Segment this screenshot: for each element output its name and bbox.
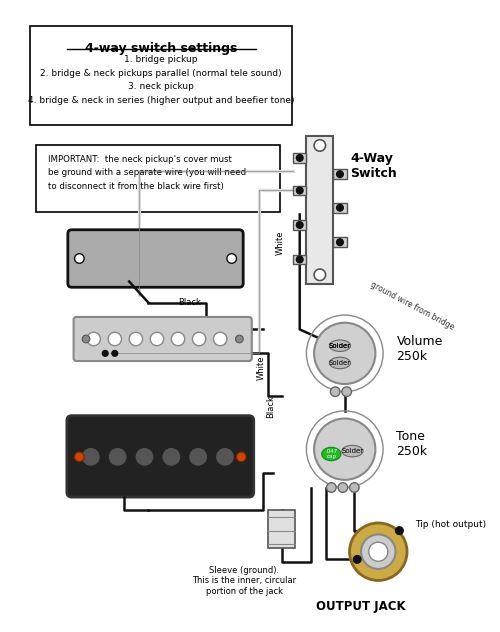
Text: Black: Black — [266, 394, 276, 418]
Text: Tip (hot output): Tip (hot output) — [414, 520, 486, 530]
Circle shape — [135, 447, 154, 466]
Text: 2. bridge & neck pickups parallel (normal tele sound): 2. bridge & neck pickups parallel (norma… — [40, 69, 282, 78]
Ellipse shape — [330, 357, 350, 368]
Text: 4. bridge & neck in series (higher output and beefier tone): 4. bridge & neck in series (higher outpu… — [28, 95, 294, 105]
Text: White: White — [276, 231, 285, 255]
Circle shape — [296, 187, 303, 194]
FancyBboxPatch shape — [74, 317, 252, 361]
Text: Solder: Solder — [329, 343, 351, 349]
Circle shape — [336, 171, 344, 178]
Circle shape — [314, 140, 326, 151]
Circle shape — [82, 447, 100, 466]
Circle shape — [108, 332, 122, 346]
Ellipse shape — [322, 447, 341, 461]
Circle shape — [354, 556, 361, 563]
Circle shape — [296, 222, 303, 228]
Bar — [334, 169, 346, 179]
Text: Black: Black — [178, 298, 201, 307]
Circle shape — [296, 256, 303, 263]
Bar — [293, 255, 306, 264]
Circle shape — [74, 253, 84, 264]
Circle shape — [236, 335, 243, 343]
Circle shape — [350, 523, 407, 580]
Circle shape — [87, 332, 101, 346]
Circle shape — [361, 535, 396, 569]
Circle shape — [236, 452, 246, 461]
Circle shape — [368, 542, 388, 561]
Circle shape — [227, 253, 236, 264]
Circle shape — [314, 323, 376, 384]
Text: Sleeve (ground).
This is the inner, circular
portion of the jack: Sleeve (ground). This is the inner, circ… — [192, 566, 296, 596]
Circle shape — [188, 447, 208, 466]
Circle shape — [326, 483, 336, 492]
Text: 3. neck pickup: 3. neck pickup — [128, 82, 194, 91]
Bar — [334, 203, 346, 212]
Circle shape — [314, 418, 376, 480]
Bar — [293, 220, 306, 230]
Circle shape — [296, 155, 303, 161]
Text: Tone
250k: Tone 250k — [396, 430, 428, 458]
Circle shape — [172, 332, 184, 346]
FancyBboxPatch shape — [67, 416, 254, 497]
Text: Solder: Solder — [329, 343, 351, 349]
Bar — [293, 153, 306, 162]
Circle shape — [82, 335, 90, 343]
Circle shape — [162, 447, 181, 466]
Circle shape — [336, 204, 344, 211]
Bar — [293, 186, 306, 195]
FancyBboxPatch shape — [68, 230, 243, 288]
Circle shape — [214, 332, 227, 346]
Circle shape — [342, 387, 351, 396]
Text: Volume
250k: Volume 250k — [396, 334, 443, 363]
Circle shape — [112, 351, 117, 356]
Text: 1. bridge pickup: 1. bridge pickup — [124, 56, 198, 64]
Text: White: White — [257, 355, 266, 380]
Circle shape — [150, 332, 164, 346]
Ellipse shape — [330, 340, 350, 351]
Text: OUTPUT JACK: OUTPUT JACK — [316, 600, 406, 612]
Circle shape — [216, 447, 234, 466]
Text: Solder: Solder — [329, 360, 351, 366]
Bar — [268, 509, 295, 548]
Text: ground wire from bridge: ground wire from bridge — [368, 279, 456, 331]
Text: to disconnect it from the black wire first): to disconnect it from the black wire fir… — [48, 182, 224, 191]
Circle shape — [338, 483, 347, 492]
Ellipse shape — [342, 446, 363, 457]
Bar — [306, 136, 334, 284]
FancyBboxPatch shape — [36, 145, 280, 212]
Circle shape — [102, 351, 108, 356]
Circle shape — [396, 527, 403, 535]
Circle shape — [330, 387, 340, 396]
Circle shape — [74, 452, 84, 461]
FancyBboxPatch shape — [30, 26, 292, 125]
Circle shape — [192, 332, 206, 346]
Circle shape — [350, 483, 359, 492]
Text: 4-Way
Switch: 4-Way Switch — [350, 152, 398, 180]
Circle shape — [336, 239, 344, 246]
Circle shape — [129, 332, 142, 346]
Bar — [334, 238, 346, 247]
Text: IMPORTANT:  the neck pickup's cover must: IMPORTANT: the neck pickup's cover must — [48, 155, 232, 164]
Text: Solder: Solder — [342, 448, 363, 454]
Text: 4-way switch settings: 4-way switch settings — [84, 42, 237, 55]
Text: .047
cap: .047 cap — [325, 449, 338, 459]
Circle shape — [108, 447, 128, 466]
Text: be ground with a separate wire (you will need: be ground with a separate wire (you will… — [48, 169, 246, 178]
Circle shape — [314, 269, 326, 281]
